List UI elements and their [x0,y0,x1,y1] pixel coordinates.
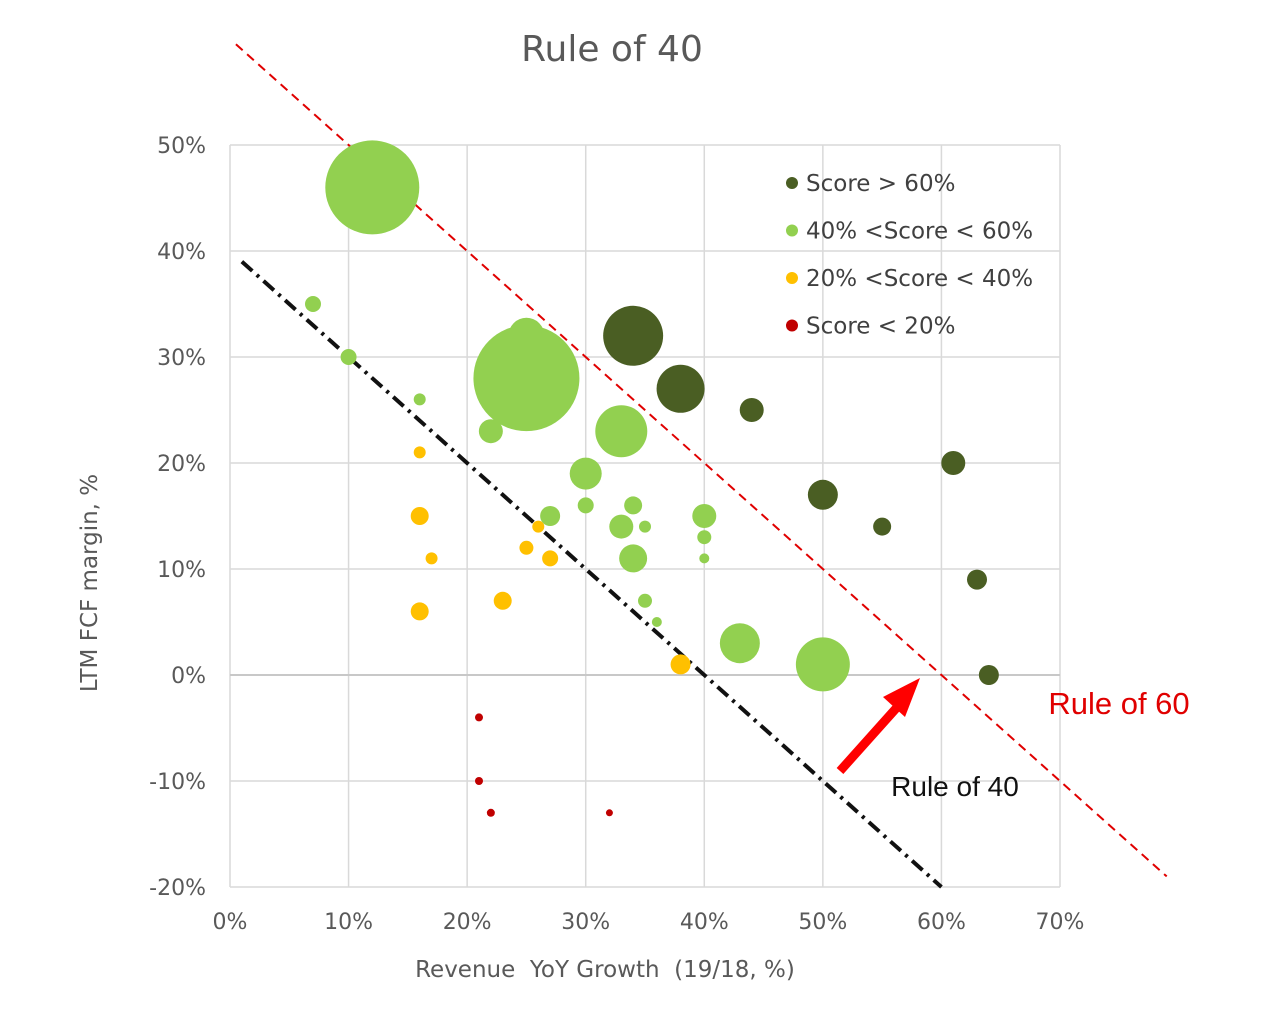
rule-of-60-line [235,43,1168,878]
data-point [486,808,495,817]
y-tick-label: 40% [157,240,206,265]
x-axis-label: Revenue YoY Growth (19/18, %) [415,957,795,983]
data-point [478,419,503,444]
legend-label: Score > 60% [806,171,955,197]
legend-marker [786,177,798,189]
y-tick-label: -10% [149,770,206,795]
data-point [638,593,652,608]
y-axis-ticks: 50% 40% 30% 20% 10% 0% -10% -20% [149,134,206,901]
data-point [699,553,710,564]
x-tick-label: 70% [1036,910,1085,935]
data-point [519,540,534,555]
data-point [692,504,717,528]
x-tick-label: 10% [324,910,373,935]
x-tick-label: 50% [798,910,847,935]
data-point [425,552,438,565]
data-point [595,405,648,458]
data-point [873,517,892,536]
reference-lines [235,43,1168,889]
data-point [967,569,987,590]
data-point [605,809,613,817]
legend-marker [786,272,798,284]
data-point [697,530,712,545]
data-point [540,506,561,526]
x-tick-label: 0% [213,910,248,935]
data-point [305,296,321,312]
data-point [795,637,850,692]
arrow-shaft [836,700,904,775]
y-tick-label: 50% [157,134,206,159]
chart-title: Rule of 40 [521,29,703,70]
data-point [739,398,764,422]
data-point [807,479,838,510]
data-point [325,140,420,235]
rule-of-60-annotation: Rule of 60 [1048,686,1189,721]
bubbles [305,140,999,817]
data-point [670,654,691,675]
data-point [651,617,662,627]
data-point [577,497,594,514]
rule-of-40-annotation: Rule of 40 [891,771,1019,802]
data-point [475,777,483,785]
data-point [413,446,426,459]
legend: Score > 60% 40% <Score < 60% 20% <Score < … [786,171,1033,340]
y-tick-label: 0% [171,664,206,689]
data-point [603,305,664,366]
data-point [719,623,760,664]
legend-label: Score < 20% [806,314,955,340]
data-point [508,317,545,354]
data-point [493,591,512,610]
legend-marker [786,224,798,237]
data-point [639,520,651,533]
x-tick-label: 30% [561,910,610,935]
y-axis-label: LTM FCF margin, % [77,474,103,692]
data-point [619,544,648,573]
rule-of-40-line [240,260,943,889]
data-point [413,393,426,406]
legend-label: 40% <Score < 60% [806,219,1033,245]
x-tick-label: 60% [917,910,966,935]
data-point [624,496,643,515]
data-point [473,325,580,432]
y-tick-label: 10% [157,558,206,583]
y-tick-label: 30% [157,346,206,371]
gridlines [229,144,1061,888]
data-point [542,550,559,567]
legend-marker [786,319,798,332]
x-axis-ticks: 0% 10% 20% 30% 40% 50% 60% 70% [213,910,1085,935]
data-point [410,602,429,621]
data-point [340,349,357,365]
data-point [569,457,602,490]
data-point [410,507,429,525]
x-tick-label: 40% [680,910,729,935]
arrow-head [883,678,920,717]
data-point [475,713,483,722]
data-point [532,520,545,533]
data-point [656,364,705,413]
x-tick-label: 20% [443,910,492,935]
data-point [609,514,634,539]
legend-label: 20% <Score < 40% [806,266,1033,292]
data-point [978,665,999,685]
arrow-icon [836,678,920,775]
y-tick-label: 20% [157,452,206,477]
y-tick-label: -20% [149,876,206,901]
data-point [941,451,966,475]
